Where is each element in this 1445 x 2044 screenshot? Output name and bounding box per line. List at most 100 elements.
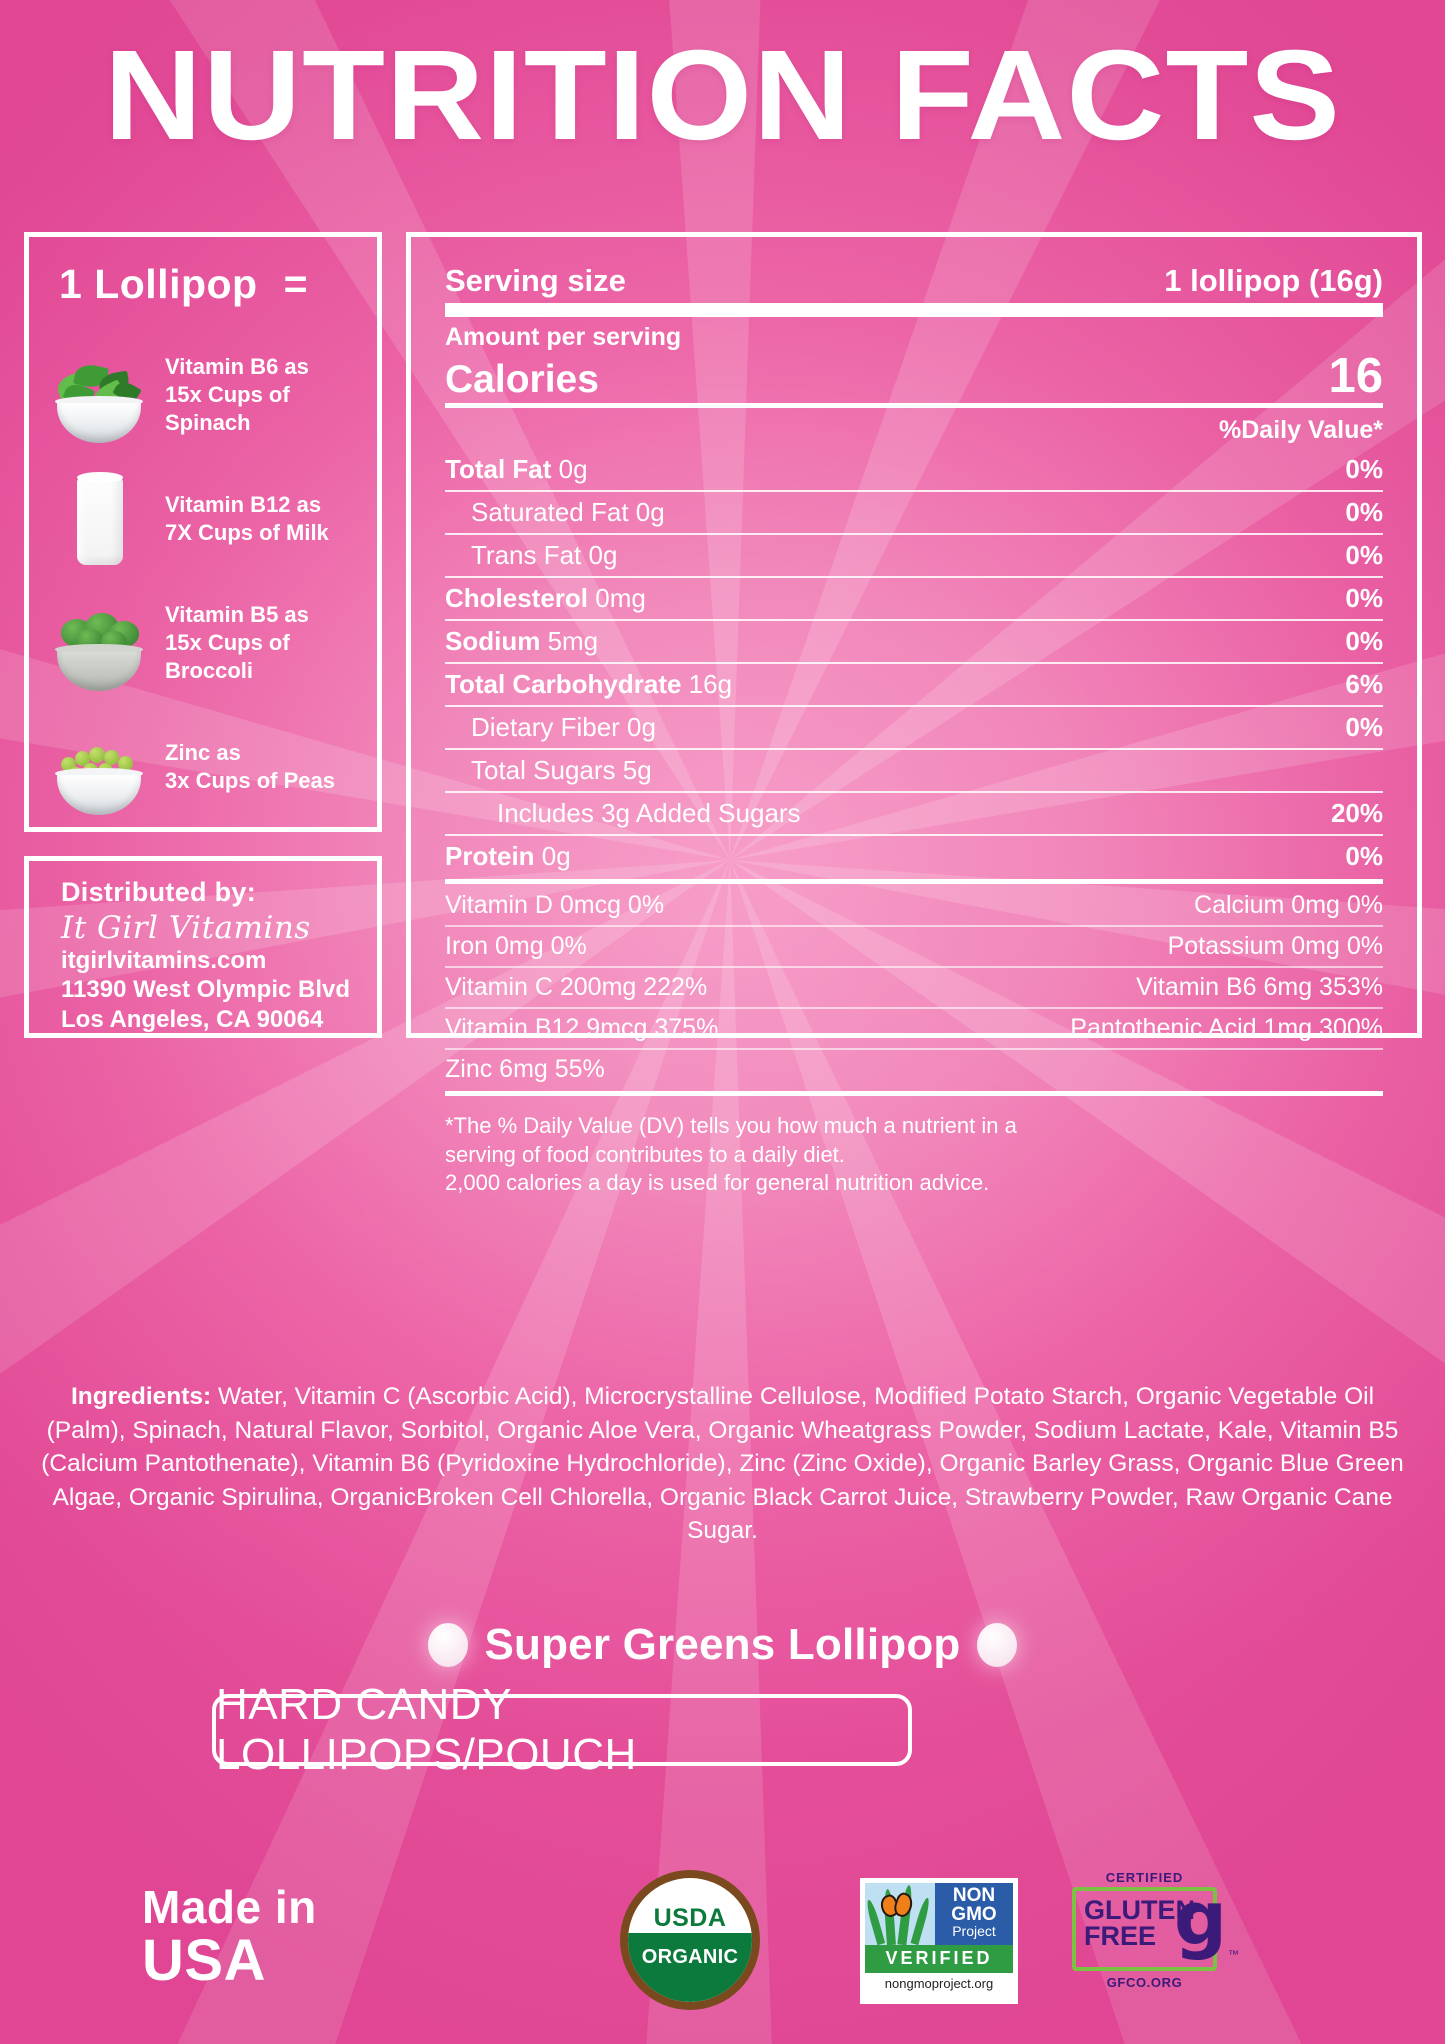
nutrient-name: Sodium 5mg [445, 626, 599, 656]
nutrient-amount: 0g [551, 454, 588, 484]
nutrient-daily-value: 0% [1345, 626, 1383, 656]
product-subtitle: HARD CANDY LOLLIPOPS/POUCH [216, 1680, 637, 1779]
nutrient-amount: 0g [628, 497, 665, 527]
product-name: Super Greens Lollipop [484, 1620, 961, 1669]
nutrient-daily-value: 6% [1345, 669, 1383, 699]
usda-organic-badge-icon: USDA ORGANIC [620, 1870, 760, 2010]
divider-thin [445, 619, 1383, 621]
list-item: Vitamin B5 as 15x Cups of Broccoli [29, 581, 377, 705]
made-in-line2: USA [142, 1927, 266, 1993]
divider-thin [445, 576, 1383, 578]
divider-thin [445, 791, 1383, 793]
gluten-free-certified-text: CERTIFIED [1105, 1870, 1184, 1885]
list-item: Zinc as 3x Cups of Peas [29, 705, 377, 829]
usda-badge-bottom-text: ORGANIC [641, 1946, 739, 1968]
gluten-free-badge-icon: CERTIFIED GLUTEN FREE g ™ GFCO.ORG [1072, 1870, 1239, 2012]
micronutrient-row: Iron 0mg 0% Potassium 0mg 0% [445, 927, 1383, 966]
non-gmo-verified-badge-icon: NON GMO Project VERIFIED nongmoproject.o… [860, 1878, 1018, 2004]
list-item-amount: 15x Cups of Spinach [165, 381, 290, 436]
distributor-panel: Distributed by: It Girl Vitamins itgirlv… [24, 856, 382, 1038]
list-item-text: Vitamin B5 as 15x Cups of Broccoli [165, 601, 377, 685]
divider-hairline [445, 966, 1383, 968]
micronutrient-rows: Vitamin D 0mcg 0% Calcium 0mg 0% Iron 0mg … [445, 886, 1383, 1089]
daily-value-header: %Daily Value* [1219, 416, 1383, 444]
distributor-label: Distributed by: [61, 877, 257, 907]
divider-hairline [445, 1007, 1383, 1009]
nutrient-daily-value: 0% [1345, 540, 1383, 570]
micronutrient-right: Pantothenic Acid 1mg 300% [1070, 1014, 1383, 1042]
micronutrient-right: Potassium 0mg 0% [1167, 932, 1383, 960]
nutrient-name: Includes 3g Added Sugars [497, 798, 801, 828]
page-title: NUTRITION FACTS [104, 24, 1341, 167]
serving-size-label: Serving size [445, 263, 626, 298]
list-item-text: Zinc as 3x Cups of Peas [165, 739, 335, 795]
list-item-nutrient: Zinc as [165, 739, 241, 765]
micronutrient-right: Calcium 0mg 0% [1194, 891, 1383, 919]
list-item-nutrient: Vitamin B12 as [165, 491, 322, 517]
divider-thin [445, 490, 1383, 492]
product-subtitle-badge: HARD CANDY LOLLIPOPS/POUCH [212, 1680, 912, 1779]
nutrient-row: Includes 3g Added Sugars 20% [445, 793, 1383, 834]
nutrient-row: Dietary Fiber 0g 0% [445, 707, 1383, 748]
ingredients-label: Ingredients: [70, 1383, 212, 1410]
micronutrient-left: Zinc 6mg 55% [445, 1055, 605, 1083]
list-item-text: Vitamin B12 as 7X Cups of Milk [165, 491, 329, 547]
lollipop-icon-right [976, 1623, 1017, 1667]
divider-thin [445, 834, 1383, 836]
ingredients-text: Water, Vitamin C (Ascorbic Acid), Microc… [41, 1383, 1404, 1545]
nutrient-row: Protein 0g 0% [445, 836, 1383, 877]
nutrient-name: Total Sugars 5g [471, 755, 652, 785]
distributor-address-line1: 11390 West Olympic Blvd [61, 976, 351, 1004]
non-gmo-line3: Project [952, 1923, 996, 1939]
non-gmo-verified-text: VERIFIED [865, 1945, 1013, 1973]
nutrient-amount: 0g [581, 540, 618, 570]
nutrient-row: Total Sugars 5g [445, 750, 1383, 791]
list-item: Vitamin B6 as 15x Cups of Spinach [29, 333, 377, 457]
equivalence-heading-text: 1 Lollipop [59, 261, 258, 307]
nutrient-amount: 5mg [540, 626, 599, 656]
divider-thin [445, 533, 1383, 535]
nutrient-name: Total Carbohydrate 16g [445, 669, 733, 699]
broccoli-bowl-icon [47, 591, 151, 695]
nutrient-daily-value: 0% [1345, 583, 1383, 613]
footnote: *The % Daily Value (DV) tells you how mu… [445, 1098, 1383, 1198]
micronutrient-left: Vitamin C 200mg 222% [445, 973, 708, 1001]
list-item-amount: 3x Cups of Peas [165, 768, 335, 793]
peas-bowl-icon [47, 715, 151, 819]
nutrient-daily-value: 0% [1345, 497, 1383, 527]
gluten-free-g-glyph: g [1174, 1876, 1227, 1962]
micronutrient-left: Vitamin B12 9mcg 375% [445, 1014, 719, 1042]
ingredients-paragraph: Ingredients: Water, Vitamin C (Ascorbic … [36, 1380, 1409, 1548]
nutrition-facts-panel: Serving size 1 lollipop (16g) Amount per… [406, 232, 1422, 1195]
non-gmo-line1: NON [952, 1885, 996, 1906]
micronutrient-row: Vitamin B12 9mcg 375% Pantothenic Acid 1m… [445, 1009, 1383, 1048]
milk-glass-icon [47, 467, 151, 571]
divider-medium [445, 879, 1383, 884]
calories-value: 16 [1328, 349, 1383, 403]
nutrient-row: Total Fat 0g 0% [445, 449, 1383, 490]
nutrient-name: Protein 0g [445, 841, 571, 871]
divider-thin [445, 705, 1383, 707]
amount-per-serving-label: Amount per serving [445, 323, 682, 351]
divider-thin [445, 748, 1383, 750]
micronutrient-row: Vitamin C 200mg 222% Vitamin B6 6mg 353% [445, 968, 1383, 1007]
brand-name: It Girl Vitamins [61, 910, 311, 946]
made-in-line1: Made in [142, 1881, 317, 1933]
nutrient-row: Sodium 5mg 0% [445, 621, 1383, 662]
nutrient-row: Saturated Fat 0g 0% [445, 492, 1383, 533]
nutrient-name: Cholesterol 0mg [445, 583, 646, 613]
divider-thin [445, 662, 1383, 664]
nutrient-daily-value: 20% [1330, 798, 1383, 828]
non-gmo-url: nongmoproject.org [884, 1976, 994, 1991]
list-item-nutrient: Vitamin B6 as [165, 353, 309, 379]
equals-symbol: = [283, 261, 309, 307]
nutrient-amount: 0mg [588, 583, 646, 613]
non-gmo-line2: GMO [951, 1904, 997, 1925]
gluten-free-line1: GLUTEN [1084, 1895, 1195, 1925]
distributor-website[interactable]: itgirlvitamins.com [61, 947, 267, 974]
footnote-line1: *The % Daily Value (DV) tells you how mu… [445, 1113, 1017, 1138]
micronutrient-row: Vitamin D 0mcg 0% Calcium 0mg 0% [445, 886, 1383, 925]
list-item-amount: 15x Cups of Broccoli [165, 629, 290, 684]
micronutrient-left: Iron 0mg 0% [445, 932, 587, 960]
